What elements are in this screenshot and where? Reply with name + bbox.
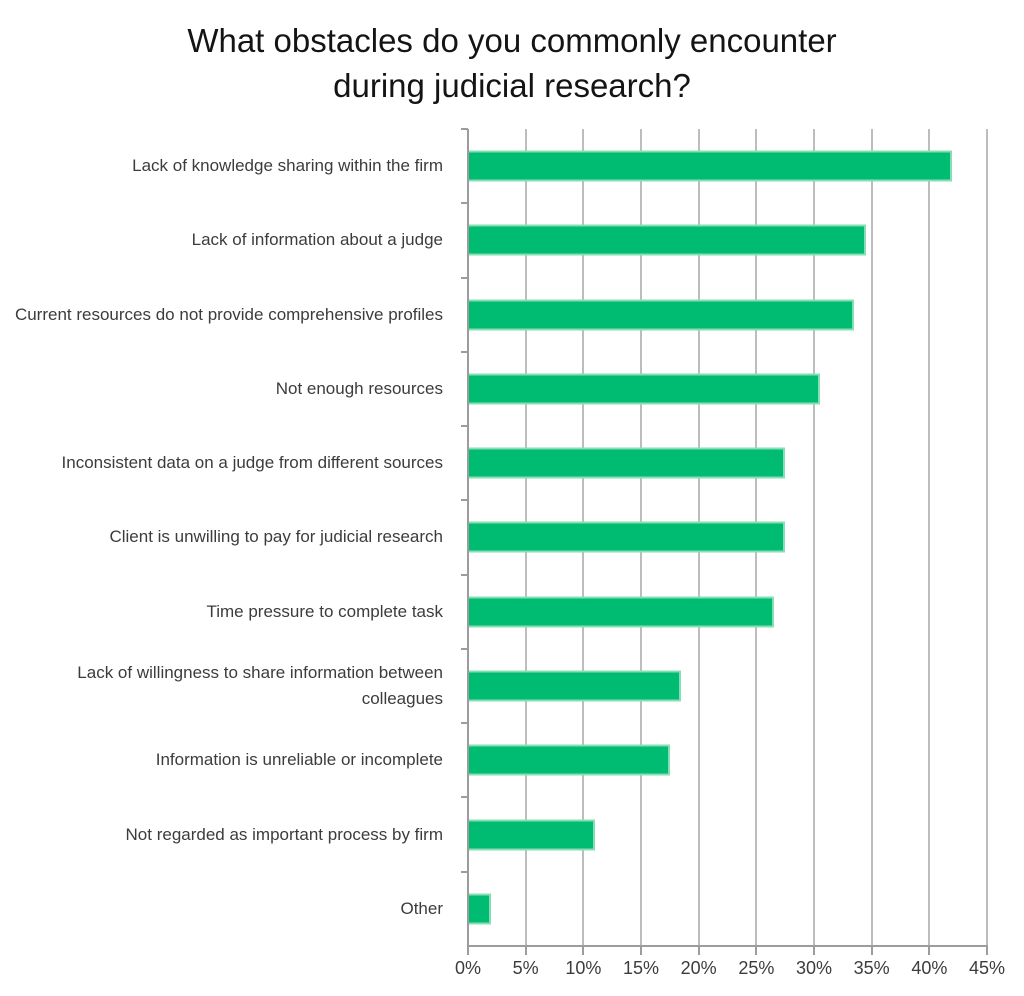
category-label: Lack of willingness to share information… — [77, 663, 443, 709]
y-axis-tick — [461, 573, 468, 576]
bar-8 — [468, 670, 682, 702]
category-label-row: Not enough resources — [8, 352, 456, 426]
category-label-row: Inconsistent data on a judge from differ… — [8, 426, 456, 500]
x-tick-label-35%: 35% — [853, 958, 890, 978]
category-label-row: Information is unreliable or incomplete — [8, 723, 456, 797]
x-axis-tick-10% — [582, 946, 585, 955]
x-axis-tick-40% — [928, 946, 931, 955]
category-label-row: Current resources do not provide compreh… — [8, 278, 456, 352]
chart-row — [468, 872, 987, 946]
category-label: Lack of knowledge sharing within the fir… — [132, 156, 443, 176]
category-label-row: Lack of information about a judge — [8, 203, 456, 277]
bar-4 — [468, 373, 820, 405]
bar-1 — [468, 150, 953, 182]
category-label-row: Not regarded as important process by fir… — [8, 797, 456, 871]
chart-row — [468, 129, 987, 203]
chart-row — [468, 278, 987, 352]
category-label: Lack of information about a judge — [191, 230, 443, 250]
x-axis-tick-45% — [986, 946, 988, 955]
category-label-row: Lack of willingness to share information… — [8, 649, 456, 723]
x-tick-label-15%: 15% — [622, 958, 660, 978]
category-label: Client is unwilling to pay for judicial … — [109, 527, 443, 547]
x-tick-label-20%: 20% — [680, 958, 717, 978]
chart-row — [468, 649, 987, 723]
gridline-35% — [870, 129, 873, 946]
category-label: Other — [400, 898, 443, 918]
x-axis-tick-0% — [467, 946, 469, 955]
bar-11 — [468, 893, 492, 925]
gridline-30% — [813, 129, 815, 946]
bar-5 — [468, 447, 786, 479]
gridline-45% — [986, 129, 988, 946]
x-axis-tick-25% — [755, 946, 758, 955]
bar-10 — [468, 819, 595, 851]
chart-row — [468, 500, 987, 574]
category-label-row: Other — [8, 872, 456, 946]
x-tick-label-10%: 10% — [565, 958, 602, 978]
chart-title-line-1: What obstacles do you commonly encounter — [187, 22, 837, 59]
gridline-40% — [928, 129, 931, 946]
category-label-row: Lack of knowledge sharing within the fir… — [8, 129, 456, 203]
y-axis-tick — [461, 425, 468, 428]
y-axis-tick — [461, 276, 468, 279]
x-axis-line — [467, 945, 988, 947]
y-axis-tick — [461, 202, 468, 205]
category-label: Information is unreliable or incomplete — [155, 750, 443, 770]
chart-row — [468, 723, 987, 797]
y-axis-tick — [461, 499, 468, 502]
y-axis-tick — [461, 722, 468, 725]
y-axis-tick — [461, 350, 468, 353]
category-label: Current resources do not provide compreh… — [14, 304, 443, 324]
x-tick-label-40%: 40% — [911, 958, 948, 978]
y-axis-tick — [461, 870, 468, 873]
x-tick-label-0%: 0% — [454, 958, 482, 978]
bar-9 — [468, 744, 670, 776]
category-label-row: Time pressure to complete task — [8, 575, 456, 649]
chart-row — [468, 575, 987, 649]
x-axis-tick-35% — [870, 946, 873, 955]
category-label: Inconsistent data on a judge from differ… — [61, 453, 443, 473]
x-axis-tick-15% — [640, 946, 642, 955]
y-axis-tick — [461, 796, 468, 799]
x-tick-label-25%: 25% — [738, 958, 775, 978]
x-tick-label-30%: 30% — [795, 958, 833, 978]
plot-area — [461, 128, 988, 955]
x-axis-labels: 0% 5% 10% 15% 20% 25% 30% 35% 40% 45% — [455, 958, 1005, 984]
category-label: Not enough resources — [275, 378, 443, 398]
x-tick-label-45%: 45% — [968, 958, 1006, 978]
category-axis-labels: Lack of knowledge sharing within the fir… — [8, 129, 456, 946]
x-axis-tick-30% — [813, 946, 815, 955]
bar-2 — [468, 224, 866, 256]
y-axis-line — [467, 129, 469, 946]
chart-title-line-2: during judicial research? — [333, 67, 691, 104]
chart-row — [468, 426, 987, 500]
x-axis-tick-20% — [697, 946, 700, 955]
chart-row — [468, 352, 987, 426]
y-axis-tick — [461, 647, 468, 650]
category-label: Time pressure to complete task — [206, 601, 443, 621]
chart-title: What obstacles do you commonly encounter… — [0, 18, 1024, 108]
x-tick-label-5%: 5% — [512, 958, 539, 978]
bar-3 — [468, 299, 855, 331]
bar-6 — [468, 521, 786, 553]
y-axis-tick — [461, 128, 468, 130]
chart-row — [468, 203, 987, 277]
chart-row — [468, 797, 987, 871]
x-axis-tick-5% — [524, 946, 527, 955]
category-label-row: Client is unwilling to pay for judicial … — [8, 500, 456, 574]
category-label: Not regarded as important process by fir… — [125, 824, 443, 844]
bar-7 — [468, 596, 774, 628]
